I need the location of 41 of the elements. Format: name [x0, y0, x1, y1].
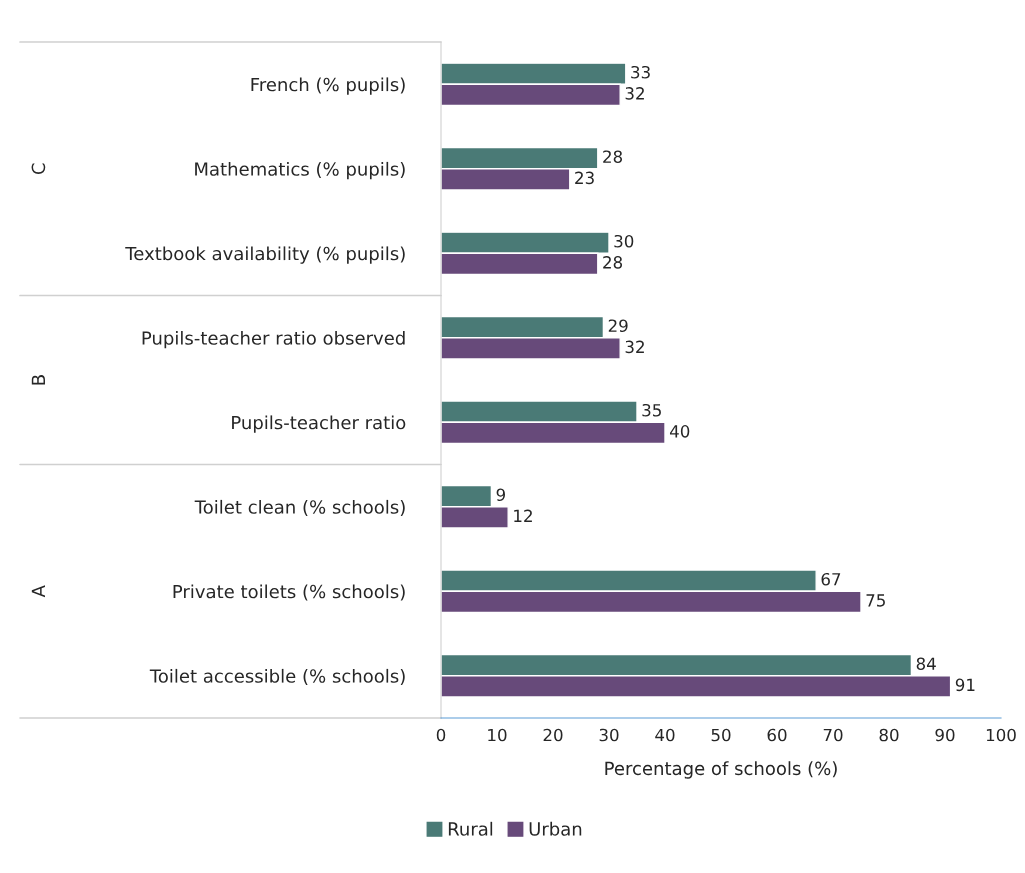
- y-tick-label: Textbook availability (% pupils): [125, 246, 405, 264]
- data-label: 33: [631, 65, 650, 79]
- y-tick-label: French (% pupils): [251, 77, 405, 95]
- data-label: 23: [575, 171, 594, 185]
- y-tick-label: Toilet clean (% schools): [194, 499, 405, 516]
- data-label: 67: [821, 572, 841, 586]
- x-tick-label: 30: [599, 728, 619, 742]
- x-tick-label: 100: [986, 728, 1016, 742]
- data-label: 91: [955, 678, 975, 692]
- legend-label: Urban: [529, 821, 582, 836]
- data-label: 40: [669, 425, 690, 438]
- x-tick-label: 10: [488, 728, 507, 742]
- data-label: 32: [625, 340, 644, 354]
- x-tick-label: 80: [879, 728, 899, 742]
- y-tick-label: Mathematics (% pupils): [195, 161, 405, 180]
- data-label: 9: [496, 488, 505, 502]
- x-axis-title: Percentage of schools (%): [605, 761, 837, 779]
- y-tick-label: Pupils-teacher ratio: [232, 415, 406, 433]
- text: B: [31, 375, 45, 385]
- x-tick-label: 20: [543, 728, 563, 742]
- data-label: 30: [614, 234, 634, 248]
- data-label: 35: [642, 403, 661, 417]
- x-tick-label: 50: [711, 728, 731, 742]
- y-tick-label: Toilet accessible (% schools): [149, 668, 405, 685]
- data-label: 75: [866, 594, 885, 607]
- x-tick-label: 40: [655, 728, 675, 742]
- x-tick-label: 60: [767, 728, 787, 742]
- x-tick-label: 70: [823, 728, 843, 742]
- text: C: [31, 163, 46, 175]
- y-tick-label: Private toilets (% schools): [173, 584, 405, 601]
- data-label: 84: [916, 657, 936, 671]
- data-label: 28: [603, 256, 623, 269]
- data-label: 32: [625, 87, 644, 100]
- x-tick-label: 90: [935, 728, 955, 742]
- data-label: 12: [514, 509, 532, 522]
- x-tick-label: 0: [436, 728, 446, 742]
- text: A: [31, 585, 45, 598]
- legend-label: Rural: [448, 821, 493, 836]
- data-label: 28: [603, 150, 623, 164]
- y-tick-label: Pupils-teacher ratio observed: [142, 330, 405, 349]
- data-label: 29: [608, 319, 628, 333]
